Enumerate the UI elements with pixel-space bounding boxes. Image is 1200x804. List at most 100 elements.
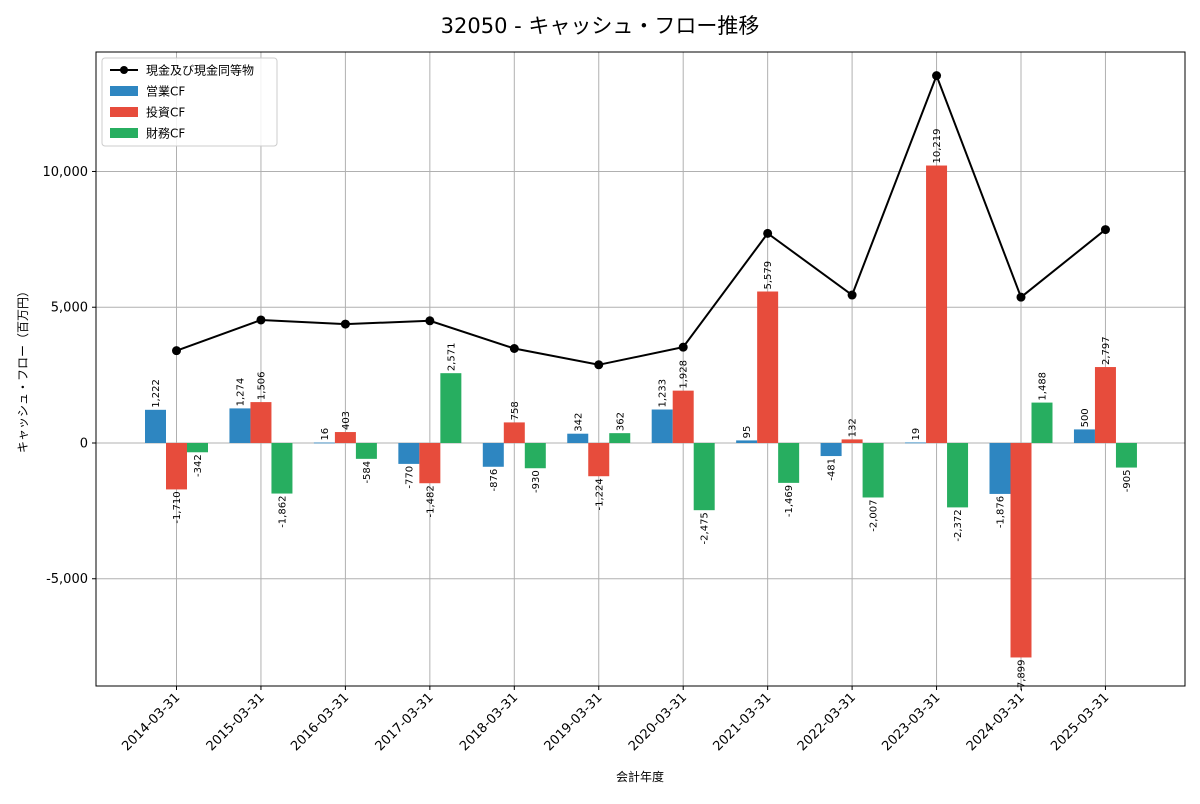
x-axis-label: 会計年度 xyxy=(616,769,664,784)
bar-財務CF xyxy=(778,442,800,483)
bar-value-label: 132 xyxy=(848,418,859,437)
bar-投資CF xyxy=(1010,442,1032,658)
bar-value-label: 342 xyxy=(573,413,584,432)
bar-財務CF xyxy=(1115,442,1137,468)
bar-財務CF xyxy=(1031,402,1053,443)
chart-title: 32050 - キャッシュ・フロー推移 xyxy=(441,14,760,38)
bar-value-label: -2,007 xyxy=(869,499,880,531)
bar-value-label: -481 xyxy=(827,458,838,481)
cash-equivalents-point xyxy=(594,360,604,370)
bar-財務CF xyxy=(271,442,293,494)
bar-value-label: -930 xyxy=(531,470,542,493)
bar-value-label: 95 xyxy=(742,426,753,439)
bar-財務CF xyxy=(524,442,546,469)
bar-value-label: -1,876 xyxy=(996,496,1007,528)
x-tick-label: 2022-03-31 xyxy=(795,690,859,754)
bar-投資CF xyxy=(926,165,948,443)
bar-value-label: 1,488 xyxy=(1038,372,1049,401)
legend-swatch xyxy=(110,107,138,117)
bar-営業CF xyxy=(905,442,927,444)
bar-投資CF xyxy=(419,442,441,484)
bar-value-label: 10,219 xyxy=(932,129,943,164)
x-tick-label: 2020-03-31 xyxy=(626,690,690,754)
x-tick-label: 2017-03-31 xyxy=(373,690,437,754)
bar-value-label: -905 xyxy=(1122,470,1133,493)
bar-value-label: -2,475 xyxy=(700,512,711,544)
bar-営業CF xyxy=(398,442,420,464)
legend-marker xyxy=(120,66,128,74)
bar-投資CF xyxy=(503,422,525,443)
x-tick-label: 2015-03-31 xyxy=(204,690,268,754)
cash-equivalents-point xyxy=(847,290,857,300)
legend-label: 営業CF xyxy=(146,85,185,99)
bar-value-label: -1,710 xyxy=(172,491,183,523)
bar-value-label: 2,797 xyxy=(1101,336,1112,365)
bar-value-label: 1,506 xyxy=(256,371,267,400)
bar-value-label: -770 xyxy=(404,466,415,489)
bar-財務CF xyxy=(947,442,969,508)
bar-value-label: 403 xyxy=(341,411,352,430)
cash-equivalents-point xyxy=(678,342,688,352)
bar-営業CF xyxy=(989,442,1011,494)
y-axis-label: キャッシュ・フロー（百万円） xyxy=(16,285,30,453)
bar-投資CF xyxy=(334,432,356,443)
bar-value-label: 362 xyxy=(615,412,626,431)
bar-value-label: 5,579 xyxy=(763,261,774,290)
bar-投資CF xyxy=(841,439,863,443)
bar-value-label: -1,482 xyxy=(425,485,436,517)
bar-財務CF xyxy=(355,442,377,459)
bar-営業CF xyxy=(482,442,504,467)
bar-投資CF xyxy=(1094,367,1116,443)
legend-label: 財務CF xyxy=(146,126,185,141)
bar-value-label: 2,571 xyxy=(446,343,457,372)
cash-equivalents-point xyxy=(509,344,519,354)
bar-営業CF xyxy=(651,409,673,443)
bar-営業CF xyxy=(820,442,842,457)
bar-営業CF xyxy=(1073,429,1095,443)
x-tick-label: 2018-03-31 xyxy=(457,690,521,754)
legend-swatch xyxy=(110,86,138,96)
bar-財務CF xyxy=(862,442,884,498)
bar-財務CF xyxy=(693,442,715,511)
legend-box xyxy=(101,57,278,147)
cash-equivalents-point xyxy=(425,316,435,326)
bar-営業CF xyxy=(567,433,589,443)
bar-財務CF xyxy=(187,442,208,453)
bars xyxy=(145,165,1137,658)
bar-営業CF xyxy=(736,440,758,443)
bar-value-label: 500 xyxy=(1080,408,1091,427)
x-tick-label: 2025-03-31 xyxy=(1048,690,1112,754)
bar-value-label: -1,224 xyxy=(594,478,605,510)
y-tick-label: -5,000 xyxy=(46,572,88,587)
legend-swatch xyxy=(110,128,138,138)
bar-value-label: 1,222 xyxy=(151,379,162,408)
bar-value-label: -2,372 xyxy=(953,509,964,541)
x-tick-label: 2016-03-31 xyxy=(288,690,352,754)
bar-value-label: 19 xyxy=(911,428,922,441)
x-tick-label: 2023-03-31 xyxy=(879,690,943,754)
bar-営業CF xyxy=(229,408,251,443)
y-tick-label: 10,000 xyxy=(43,165,89,180)
y-tick-label: 5,000 xyxy=(51,301,88,316)
bar-value-label: -584 xyxy=(362,461,373,484)
bar-value-label: 758 xyxy=(510,401,521,420)
bar-投資CF xyxy=(166,442,187,490)
bar-value-label: 1,233 xyxy=(658,379,669,408)
x-tick-label: 2019-03-31 xyxy=(542,690,606,754)
cash-equivalents-point xyxy=(256,315,266,325)
x-tick-label: 2014-03-31 xyxy=(119,690,183,754)
cash-line xyxy=(172,71,1110,370)
cash-equivalents-point xyxy=(932,71,942,81)
legend-label: 現金及び現金同等物 xyxy=(146,63,254,78)
bar-value-label: -342 xyxy=(193,454,204,477)
bar-value-label: 16 xyxy=(320,428,331,441)
bar-投資CF xyxy=(250,402,272,443)
y-tick-label: 0 xyxy=(80,436,88,451)
bar-投資CF xyxy=(757,291,779,443)
legend-label: 投資CF xyxy=(146,105,185,120)
cash-equivalents-line xyxy=(176,72,1107,366)
bar-財務CF xyxy=(440,373,462,443)
